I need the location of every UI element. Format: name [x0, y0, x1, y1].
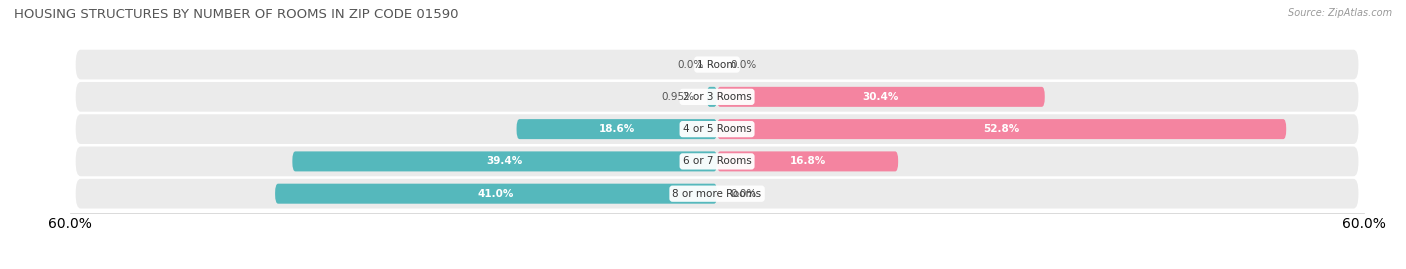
Text: 18.6%: 18.6%	[599, 124, 636, 134]
Text: 41.0%: 41.0%	[478, 189, 515, 199]
FancyBboxPatch shape	[717, 151, 898, 171]
Text: 8 or more Rooms: 8 or more Rooms	[672, 189, 762, 199]
FancyBboxPatch shape	[292, 151, 717, 171]
FancyBboxPatch shape	[76, 114, 1358, 144]
FancyBboxPatch shape	[516, 119, 717, 139]
FancyBboxPatch shape	[76, 82, 1358, 112]
Text: 52.8%: 52.8%	[984, 124, 1019, 134]
Text: 1 Room: 1 Room	[697, 59, 737, 70]
FancyBboxPatch shape	[707, 87, 717, 107]
Text: 16.8%: 16.8%	[790, 156, 825, 167]
Text: 30.4%: 30.4%	[863, 92, 898, 102]
Text: 39.4%: 39.4%	[486, 156, 523, 167]
FancyBboxPatch shape	[76, 147, 1358, 176]
Text: Source: ZipAtlas.com: Source: ZipAtlas.com	[1288, 8, 1392, 18]
Text: HOUSING STRUCTURES BY NUMBER OF ROOMS IN ZIP CODE 01590: HOUSING STRUCTURES BY NUMBER OF ROOMS IN…	[14, 8, 458, 21]
Text: 2 or 3 Rooms: 2 or 3 Rooms	[683, 92, 751, 102]
Text: 0.0%: 0.0%	[730, 189, 756, 199]
Text: 0.0%: 0.0%	[730, 59, 756, 70]
Text: 0.95%: 0.95%	[661, 92, 695, 102]
FancyBboxPatch shape	[717, 87, 1045, 107]
FancyBboxPatch shape	[76, 179, 1358, 208]
FancyBboxPatch shape	[76, 50, 1358, 79]
Text: 6 or 7 Rooms: 6 or 7 Rooms	[683, 156, 751, 167]
Text: 0.0%: 0.0%	[678, 59, 704, 70]
FancyBboxPatch shape	[717, 119, 1286, 139]
Text: 4 or 5 Rooms: 4 or 5 Rooms	[683, 124, 751, 134]
FancyBboxPatch shape	[276, 184, 717, 204]
